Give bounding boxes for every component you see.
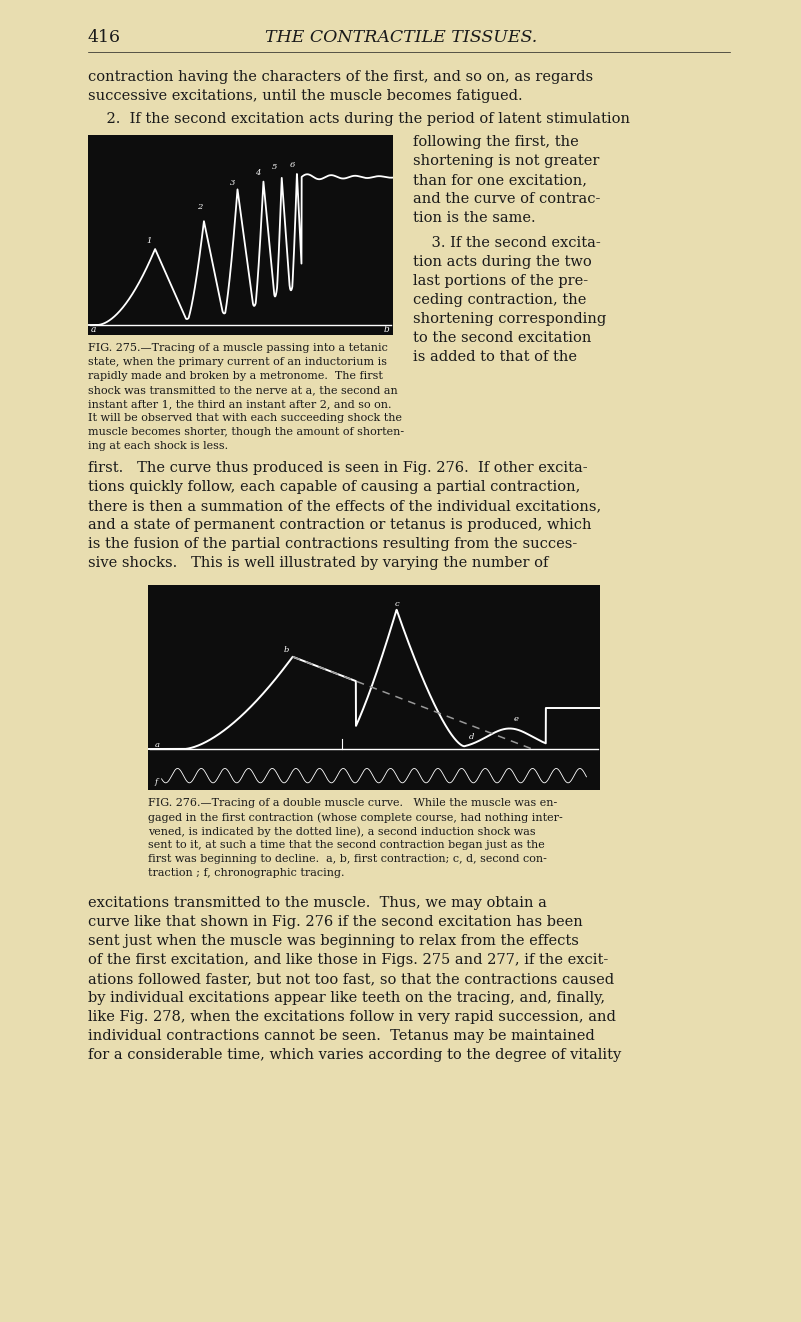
Text: excitations transmitted to the muscle.  Thus, we may obtain a: excitations transmitted to the muscle. T… [88, 896, 547, 910]
Text: first was beginning to decline.  a, b, first contraction; c, d, second con-: first was beginning to decline. a, b, fi… [148, 854, 547, 865]
Text: is the fusion of the partial contractions resulting from the succes-: is the fusion of the partial contraction… [88, 537, 578, 551]
Text: tion acts during the two: tion acts during the two [413, 255, 592, 268]
Text: sent to it, at such a time that the second contraction began just as the: sent to it, at such a time that the seco… [148, 839, 545, 850]
Text: b: b [384, 325, 389, 334]
Text: tions quickly follow, each capable of causing a partial contraction,: tions quickly follow, each capable of ca… [88, 480, 581, 494]
Text: vened, is indicated by the dotted line), a second induction shock was: vened, is indicated by the dotted line),… [148, 826, 536, 837]
Text: last portions of the pre-: last portions of the pre- [413, 274, 588, 288]
Text: shortening corresponding: shortening corresponding [413, 312, 606, 327]
Text: 1: 1 [147, 237, 151, 245]
Text: contraction having the characters of the first, and so on, as regards: contraction having the characters of the… [88, 70, 593, 85]
Text: following the first, the: following the first, the [413, 135, 579, 149]
Text: THE CONTRACTILE TISSUES.: THE CONTRACTILE TISSUES. [265, 29, 537, 46]
Text: individual contractions cannot be seen.  Tetanus may be maintained: individual contractions cannot be seen. … [88, 1029, 595, 1043]
Text: ceding contraction, the: ceding contraction, the [413, 293, 586, 307]
Text: tion is the same.: tion is the same. [413, 212, 536, 225]
Text: 2.  If the second excitation acts during the period of latent stimulation: 2. If the second excitation acts during … [88, 112, 630, 126]
Text: gaged in the first contraction (whose complete course, had nothing inter-: gaged in the first contraction (whose co… [148, 812, 563, 822]
Text: curve like that shown in Fig. 276 if the second excitation has been: curve like that shown in Fig. 276 if the… [88, 915, 583, 929]
Text: to the second excitation: to the second excitation [413, 330, 591, 345]
Text: by individual excitations appear like teeth on the tracing, and, finally,: by individual excitations appear like te… [88, 992, 605, 1005]
Text: c: c [394, 599, 399, 608]
Text: ing at each shock is less.: ing at each shock is less. [88, 442, 228, 451]
Text: shock was transmitted to the nerve at a, the second an: shock was transmitted to the nerve at a,… [88, 385, 398, 395]
Text: 3: 3 [230, 178, 235, 186]
Text: b: b [284, 645, 289, 653]
Text: is added to that of the: is added to that of the [413, 350, 577, 364]
Text: for a considerable time, which varies according to the degree of vitality: for a considerable time, which varies ac… [88, 1048, 622, 1062]
Text: like Fig. 278, when the excitations follow in very rapid succession, and: like Fig. 278, when the excitations foll… [88, 1010, 616, 1025]
Text: shortening is not greater: shortening is not greater [413, 153, 599, 168]
Text: a: a [155, 740, 159, 748]
Text: f: f [155, 777, 158, 785]
Text: It will be observed that with each succeeding shock the: It will be observed that with each succe… [88, 412, 402, 423]
Bar [148, 586, 600, 791]
Text: successive excitations, until the muscle becomes fatigued.: successive excitations, until the muscle… [88, 89, 522, 103]
Text: ations followed faster, but not too fast, so that the contractions caused: ations followed faster, but not too fast… [88, 972, 614, 986]
Text: 6: 6 [290, 161, 295, 169]
Text: FIG. 276.—Tracing of a double muscle curve.   While the muscle was en-: FIG. 276.—Tracing of a double muscle cur… [148, 798, 557, 808]
Text: muscle becomes shorter, though the amount of shorten-: muscle becomes shorter, though the amoun… [88, 427, 405, 438]
Text: of the first excitation, and like those in Figs. 275 and 277, if the excit-: of the first excitation, and like those … [88, 953, 608, 966]
Text: 5: 5 [272, 163, 276, 171]
Text: 2: 2 [196, 204, 202, 212]
Text: d: d [469, 732, 474, 740]
Text: 4: 4 [255, 169, 260, 177]
Text: 416: 416 [88, 29, 121, 46]
Text: FIG. 275.—Tracing of a muscle passing into a tetanic: FIG. 275.—Tracing of a muscle passing in… [88, 342, 388, 353]
Text: a: a [91, 325, 96, 334]
Text: than for one excitation,: than for one excitation, [413, 173, 587, 186]
Bar [88, 135, 393, 334]
Text: and the curve of contrac-: and the curve of contrac- [413, 192, 601, 206]
Text: sent just when the muscle was beginning to relax from the effects: sent just when the muscle was beginning … [88, 935, 579, 948]
Text: there is then a summation of the effects of the individual excitations,: there is then a summation of the effects… [88, 498, 602, 513]
Text: e: e [514, 715, 519, 723]
Text: rapidly made and broken by a metronome.  The first: rapidly made and broken by a metronome. … [88, 371, 383, 381]
Text: traction ; f, chronographic tracing.: traction ; f, chronographic tracing. [148, 869, 344, 878]
Text: 3. If the second excita-: 3. If the second excita- [413, 237, 601, 250]
Text: and a state of permanent contraction or tetanus is produced, which: and a state of permanent contraction or … [88, 518, 591, 531]
Text: instant after 1, the third an instant after 2, and so on.: instant after 1, the third an instant af… [88, 399, 392, 408]
Text: first.   The curve thus produced is seen in Fig. 276.  If other excita-: first. The curve thus produced is seen i… [88, 461, 588, 475]
Text: sive shocks.   This is well illustrated by varying the number of: sive shocks. This is well illustrated by… [88, 557, 549, 570]
Text: state, when the primary current of an inductorium is: state, when the primary current of an in… [88, 357, 387, 368]
